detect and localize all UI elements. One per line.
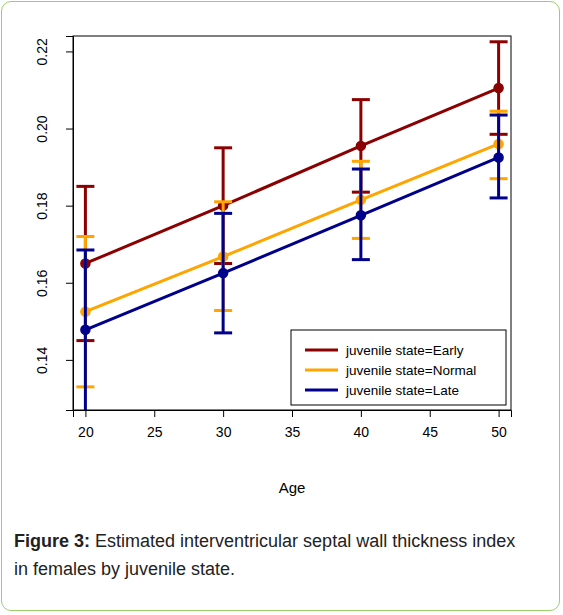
- chart: 20 25 30 35 40 45 50 0.14 0.16 0.18 0.20 0.22 Age juv…: [0, 0, 563, 520]
- plot-marks: [76, 42, 507, 410]
- x-axis-line: [74, 411, 512, 418]
- x-tick-label: 20: [78, 424, 94, 440]
- error-bar: [214, 213, 232, 333]
- error-bar: [490, 115, 508, 198]
- y-tick: 0.22: [34, 38, 73, 65]
- point: [356, 141, 365, 150]
- y-tick: 0.20: [34, 115, 73, 142]
- legend-label: juvenile state=Late: [345, 383, 459, 398]
- x-tick-mark: [499, 410, 500, 417]
- y-tick-label: 0.18: [34, 192, 50, 219]
- caption-space: [90, 531, 95, 551]
- error-bar-cap: [76, 248, 94, 251]
- error-bar-cap: [214, 331, 232, 334]
- series-line: [85, 144, 498, 312]
- x-tick-label: 45: [422, 424, 438, 440]
- error-bar-cap: [214, 146, 232, 149]
- error-bar-cap: [490, 114, 508, 117]
- series: [76, 115, 507, 410]
- error-bar-cap: [352, 168, 370, 171]
- point: [494, 84, 503, 93]
- y-tick-label: 0.16: [34, 269, 50, 296]
- x-axis: 20 25 30 35 40 45 50: [74, 410, 512, 440]
- legend-swatch: [305, 349, 338, 352]
- error-bar-cap: [76, 235, 94, 238]
- y-tick-mark: [66, 51, 73, 52]
- plot-frame: [73, 36, 511, 410]
- x-tick-mark: [361, 410, 362, 417]
- series: [76, 42, 507, 341]
- y-tick-label: 0.20: [34, 115, 50, 142]
- x-tick-mark: [292, 410, 293, 417]
- y-tick-mark: [66, 129, 73, 130]
- x-tick-label: 35: [285, 424, 301, 440]
- error-bar-cap: [352, 258, 370, 261]
- legend-swatch: [305, 389, 338, 392]
- x-tick: 20: [78, 410, 94, 440]
- error-bar-cap: [214, 212, 232, 215]
- point: [219, 269, 228, 278]
- legend-label: juvenile state=Early: [345, 343, 464, 358]
- y-tick: 0.18: [34, 192, 73, 219]
- x-tick-label: 50: [491, 424, 507, 440]
- x-tick: 50: [491, 410, 507, 440]
- error-bar-cap: [214, 200, 232, 203]
- point: [494, 153, 503, 162]
- error-bar-cap: [352, 98, 370, 101]
- y-axis: 0.14 0.16 0.18 0.20 0.22: [34, 37, 74, 411]
- x-tick: 25: [147, 410, 163, 440]
- x-tick: 40: [354, 410, 370, 440]
- error-bar-cap: [490, 196, 508, 199]
- x-tick-mark: [223, 410, 224, 417]
- x-tick: 30: [216, 410, 232, 440]
- legend: juvenile state=Early juvenile state=Norma…: [291, 330, 506, 405]
- x-tick: 45: [422, 410, 438, 440]
- x-tick-mark: [85, 410, 86, 417]
- error-bar-cap: [76, 185, 94, 188]
- y-tick-mark: [66, 283, 73, 284]
- y-axis-line: [66, 37, 74, 411]
- series-line: [85, 157, 498, 329]
- point: [356, 211, 365, 220]
- x-tick-label: 25: [147, 424, 163, 440]
- y-tick: 0.16: [34, 269, 73, 296]
- x-axis-title: Age: [279, 479, 306, 496]
- error-bar: [352, 169, 370, 260]
- legend-swatch: [305, 369, 338, 372]
- error-bar: [76, 250, 94, 410]
- y-tick-label: 0.22: [34, 38, 50, 65]
- x-tick-label: 40: [354, 424, 370, 440]
- y-tick-mark: [66, 206, 73, 207]
- x-tick-mark: [154, 410, 155, 417]
- y-tick: 0.14: [34, 347, 73, 374]
- y-tick-label: 0.14: [34, 347, 50, 374]
- legend-box: [291, 330, 506, 405]
- error-bar-cap: [352, 160, 370, 163]
- y-tick-mark: [66, 360, 73, 361]
- error-bar-cap: [490, 40, 508, 43]
- x-tick-label: 30: [216, 424, 232, 440]
- error-bar-cap: [490, 110, 508, 113]
- caption-label: Figure 3:: [14, 531, 90, 551]
- x-tick-mark: [430, 410, 431, 417]
- caption: Figure 3: Estimated interventricular sep…: [14, 527, 534, 583]
- x-tick: 35: [285, 410, 301, 440]
- legend-label: juvenile state=Normal: [345, 363, 476, 378]
- point: [81, 325, 90, 334]
- series-line: [85, 88, 498, 263]
